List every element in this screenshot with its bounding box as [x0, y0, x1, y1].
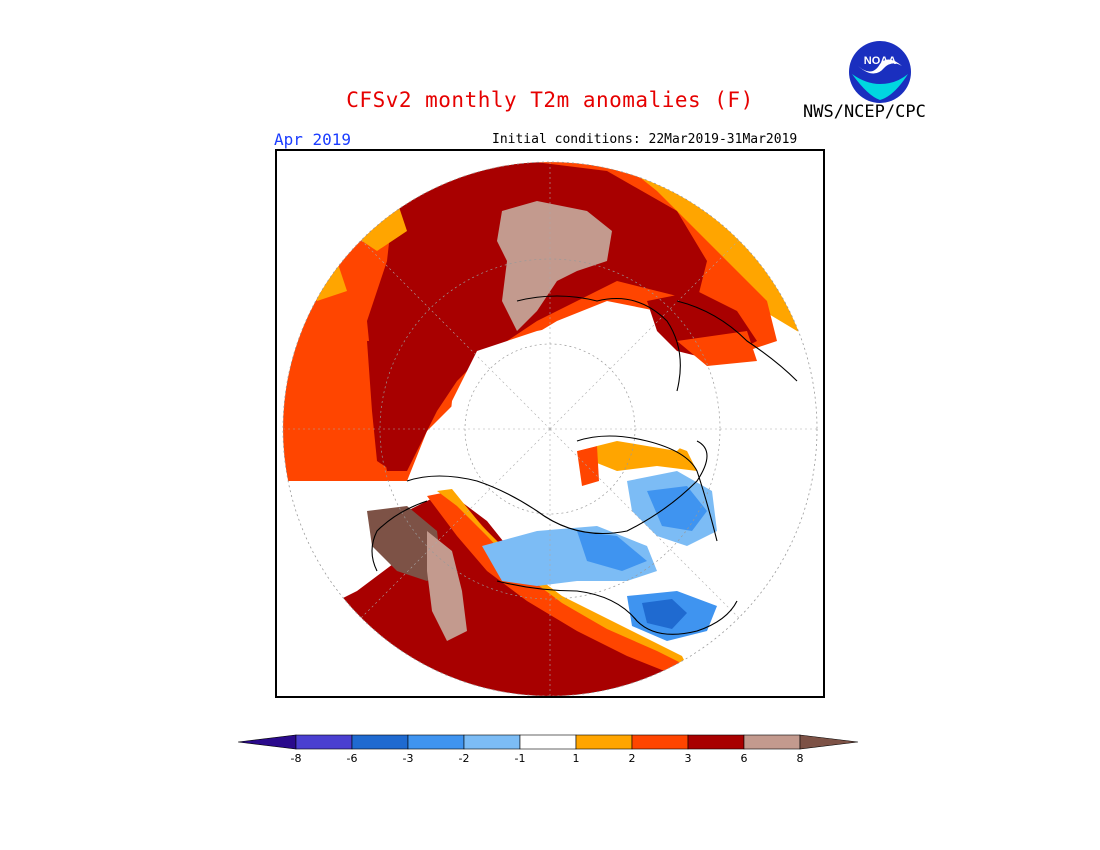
color-scale-legend: -8 -6 -3 -2 -1 1 2 3 6 8: [238, 734, 859, 765]
legend-swatch: [631, 734, 689, 750]
legend-tick-label: -3: [403, 752, 414, 765]
legend-swatch: [238, 734, 297, 750]
arctic-ocean-neutral: [447, 321, 707, 511]
anomaly-darkblue-hudson: [642, 599, 687, 629]
legend-swatch: [799, 734, 859, 750]
legend-tick-label: 2: [629, 752, 636, 765]
legend-swatch: [743, 734, 801, 750]
anomaly-darkred-siberia: [367, 162, 707, 471]
noaa-logo-text: NOAA: [864, 55, 896, 67]
noaa-logo: NOAA: [849, 41, 911, 103]
anomaly-blue-greenland: [647, 486, 707, 531]
legend-tick-label: 8: [797, 752, 804, 765]
legend-swatch: [407, 734, 465, 750]
legend-tick-label: -8: [291, 752, 302, 765]
legend-tick-label: 1: [573, 752, 580, 765]
anomaly-darkred-asia: [367, 341, 417, 471]
anomaly-orange-westna: [437, 489, 687, 666]
legend-swatches: [238, 734, 859, 750]
agency-label: NWS/NCEP/CPC: [803, 102, 926, 122]
legend-tick-label: 3: [685, 752, 692, 765]
anomaly-redorange-europe2: [677, 331, 757, 366]
initial-conditions: Initial conditions: 22Mar2019-31Mar2019: [492, 132, 798, 147]
legend-tick-label: 6: [741, 752, 748, 765]
anomaly-blue-canada: [577, 531, 647, 571]
legend-swatch: [575, 734, 633, 750]
legend-tick-label: -1: [515, 752, 526, 765]
anomaly-orange-greenland: [592, 436, 697, 471]
legend-tick-label: -2: [459, 752, 470, 765]
anomaly-pinkbrown-canada: [427, 531, 467, 641]
legend-swatch: [351, 734, 409, 750]
legend-swatch: [463, 734, 521, 750]
anomaly-red-greenland: [577, 446, 599, 486]
legend-swatch: [687, 734, 745, 750]
anomaly-brown-alaska: [367, 506, 442, 581]
legend-ticks: -8 -6 -3 -2 -1 1 2 3 6 8: [291, 752, 804, 765]
legend-swatch: [519, 734, 577, 750]
map-frame: [275, 149, 825, 698]
forecast-month: Apr 2019: [274, 130, 352, 149]
anomaly-map: [282, 161, 818, 696]
legend-swatch: [295, 734, 353, 750]
legend-tick-label: -6: [347, 752, 358, 765]
coastlines: [371, 295, 798, 635]
map-title: CFSv2 monthly T2m anomalies (F): [346, 88, 754, 112]
